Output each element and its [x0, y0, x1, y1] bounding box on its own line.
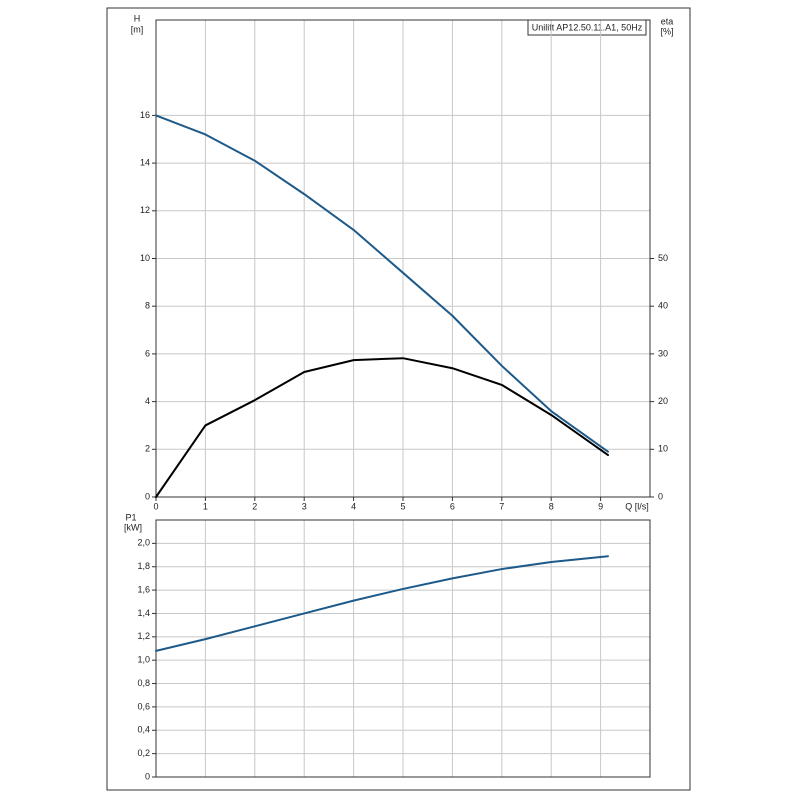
y-tick-label: 1,6 — [137, 584, 150, 594]
y-tick-label: 0,8 — [137, 678, 150, 688]
y2-tick-label: 40 — [658, 301, 668, 311]
y-tick-label: 2 — [145, 444, 150, 454]
y2-unit: [%] — [660, 26, 673, 36]
y-tick-label: 10 — [140, 253, 150, 263]
y-tick-label: 14 — [140, 157, 150, 167]
x-label: Q [l/s] — [625, 501, 649, 511]
y-tick-label: 4 — [145, 396, 150, 406]
y-tick-label: 0,2 — [137, 748, 150, 758]
y2-tick-label: 50 — [658, 253, 668, 263]
page-frame — [106, 7, 691, 791]
y-tick-label: 1,8 — [137, 561, 150, 571]
x-tick-label: 3 — [302, 501, 307, 511]
series-line — [155, 555, 610, 652]
x-tick-label: 5 — [400, 501, 405, 511]
y-tick-label: 2,0 — [137, 538, 150, 548]
y2-tick-label: 10 — [658, 444, 668, 454]
x-tick-label: 7 — [499, 501, 504, 511]
series-line — [155, 357, 610, 498]
y-tick-label: 12 — [140, 205, 150, 215]
x-tick-label: 9 — [598, 501, 603, 511]
x-tick-label: 8 — [549, 501, 554, 511]
y-tick-label: 0,4 — [137, 725, 150, 735]
y-tick-label: 0 — [145, 771, 150, 781]
plot-frame — [155, 519, 651, 778]
x-tick-label: 6 — [450, 501, 455, 511]
x-tick-label: 0 — [153, 501, 158, 511]
y2-tick-label: 0 — [658, 491, 663, 501]
x-tick-label: 1 — [203, 501, 208, 511]
plot-frame — [155, 19, 651, 498]
y-label: H — [134, 13, 141, 23]
chart-title: Unilift AP12.50.11.A1, 50Hz — [532, 22, 643, 32]
y-tick-label: 8 — [145, 301, 150, 311]
y-tick-label: 16 — [140, 110, 150, 120]
y2-label: eta — [661, 16, 674, 26]
y-label: P1 — [125, 512, 136, 522]
y-unit: [m] — [131, 24, 144, 34]
y-tick-label: 6 — [145, 348, 150, 358]
y-unit: [kW] — [124, 522, 142, 532]
y-tick-label: 0 — [145, 491, 150, 501]
x-tick-label: 4 — [351, 501, 356, 511]
series-line — [155, 114, 610, 453]
x-tick-label: 2 — [252, 501, 257, 511]
y-tick-label: 1,2 — [137, 631, 150, 641]
y2-tick-label: 20 — [658, 396, 668, 406]
y-tick-label: 1,0 — [137, 655, 150, 665]
y2-tick-label: 30 — [658, 348, 668, 358]
y-tick-label: 0,6 — [137, 701, 150, 711]
y-tick-label: 1,4 — [137, 608, 150, 618]
